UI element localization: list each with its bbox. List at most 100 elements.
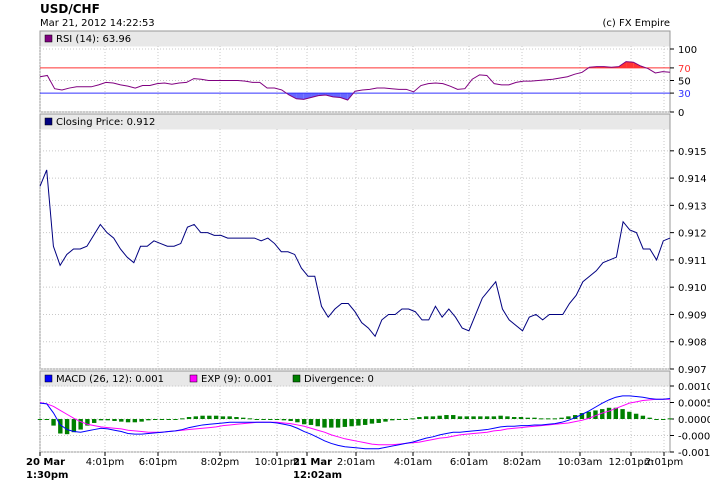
x-tick-label: 10:01pm — [255, 457, 300, 468]
divergence-bar — [390, 419, 395, 421]
divergence-bar — [518, 417, 524, 419]
divergence-bar — [511, 417, 517, 419]
divergence-bar — [620, 409, 625, 419]
price-ytick-label: 0.915 — [678, 147, 707, 158]
divergence-bar — [505, 416, 510, 419]
divergence-bar — [532, 417, 537, 419]
macd-ytick-label: -0.0010 — [678, 448, 710, 459]
price-legend-swatch — [44, 117, 53, 126]
divergence-bar — [58, 419, 63, 434]
divergence-bar — [647, 417, 652, 419]
macd-panel: -0.0010 -0.0005 0.0000 0.0005 0.0010 MACD (26… — [37, 370, 710, 459]
divergence-bar — [213, 415, 219, 419]
price-ytick-label: 0.909 — [678, 310, 707, 321]
price-plot-area — [39, 113, 671, 370]
divergence-bar — [423, 416, 429, 419]
price-ytick-label: 0.910 — [678, 283, 707, 294]
x-tick-label-time: 1:30pm — [26, 470, 68, 481]
divergence-bar — [552, 418, 558, 420]
x-tick-label: 6:01pm — [139, 457, 178, 468]
divergence-bar — [640, 415, 646, 419]
divergence-bar — [342, 419, 348, 427]
x-tick-label: 2:01pm — [645, 457, 684, 468]
divergence-bar — [471, 416, 476, 419]
macd-ytick-label: 0.0005 — [678, 399, 710, 410]
price-panel: 0.907 0.908 0.909 0.910 0.911 0.912 0.913 0.914… — [39, 113, 707, 376]
divergence-bar — [207, 415, 212, 419]
divergence-bar — [85, 419, 90, 426]
divergence-bar — [64, 419, 70, 435]
price-line — [39, 169, 671, 338]
divergence-bar — [274, 419, 280, 420]
divergence-bar — [362, 419, 368, 425]
divergence-bar — [268, 419, 273, 420]
macd-legend-0-label: MACD (26, 12): 0.001 — [56, 374, 164, 385]
divergence-bar — [315, 419, 320, 427]
divergence-bar — [281, 419, 287, 421]
divergence-bar — [484, 416, 490, 419]
divergence-bar — [173, 419, 178, 420]
divergence-bar — [166, 419, 171, 420]
divergence-bar — [586, 411, 591, 419]
divergence-bar — [37, 419, 43, 420]
rsi-ytick-label: 50 — [678, 77, 691, 88]
macd-legend-2-swatch — [292, 374, 301, 383]
divergence-bar — [464, 416, 469, 419]
divergence-bar — [335, 419, 341, 428]
divergence-bar — [152, 419, 158, 420]
divergence-bar — [559, 417, 564, 419]
divergence-bar — [186, 417, 192, 419]
divergence-bar — [444, 415, 449, 419]
divergence-bar — [241, 417, 246, 419]
divergence-bar — [159, 419, 165, 420]
rsi-oversold-fill — [311, 93, 319, 98]
rsi-ytick-label: 0 — [678, 108, 684, 119]
macd-legend-bar — [40, 371, 670, 387]
macd-ytick-label: -0.0005 — [678, 432, 710, 443]
divergence-bar — [498, 415, 503, 419]
divergence-bar — [600, 409, 605, 419]
rsi-legend-swatch — [44, 34, 53, 43]
divergence-bar — [627, 411, 632, 419]
divergence-bar — [119, 419, 124, 422]
divergence-bar — [430, 416, 436, 419]
x-tick-label: 12:01pm — [609, 457, 654, 468]
divergence-bar — [356, 419, 361, 426]
divergence-bar — [403, 419, 409, 420]
rsi-ytick-label: 70 — [678, 64, 691, 75]
chart-datetime: Mar 21, 2012 14:22:53 — [40, 18, 155, 29]
divergence-bar — [139, 419, 144, 422]
divergence-bar — [322, 419, 327, 428]
x-tick-label: 8:02pm — [201, 457, 240, 468]
rsi-line — [39, 61, 671, 101]
x-tick-label-date: 20 Mar — [26, 457, 65, 468]
divergence-bar — [91, 419, 97, 423]
price-ytick-label: 0.911 — [678, 256, 707, 267]
macd-legend-1-label: EXP (9): 0.001 — [201, 374, 273, 385]
divergence-bar — [125, 419, 131, 423]
divergence-bar — [301, 419, 307, 425]
divergence-bar — [227, 416, 232, 419]
price-ytick-label: 0.908 — [678, 338, 707, 349]
divergence-bar — [478, 416, 483, 419]
divergence-bar — [572, 415, 578, 419]
divergence-bar — [247, 418, 253, 420]
divergence-bar — [295, 419, 300, 423]
divergence-bar — [545, 418, 551, 420]
divergence-bar — [146, 419, 151, 421]
rsi-legend-label: RSI (14): 63.96 — [56, 34, 131, 45]
divergence-bar — [308, 419, 314, 425]
divergence-bar — [566, 416, 571, 419]
divergence-bar — [288, 419, 293, 421]
divergence-bar — [606, 407, 612, 419]
divergence-bar — [451, 415, 456, 419]
divergence-bar — [132, 419, 138, 423]
divergence-bar — [112, 419, 117, 421]
price-ytick-label: 0.912 — [678, 229, 707, 240]
divergence-bar — [417, 417, 422, 419]
divergence-bar — [71, 419, 77, 433]
rsi-oversold-fill — [333, 93, 341, 98]
divergence-bar — [633, 413, 639, 419]
